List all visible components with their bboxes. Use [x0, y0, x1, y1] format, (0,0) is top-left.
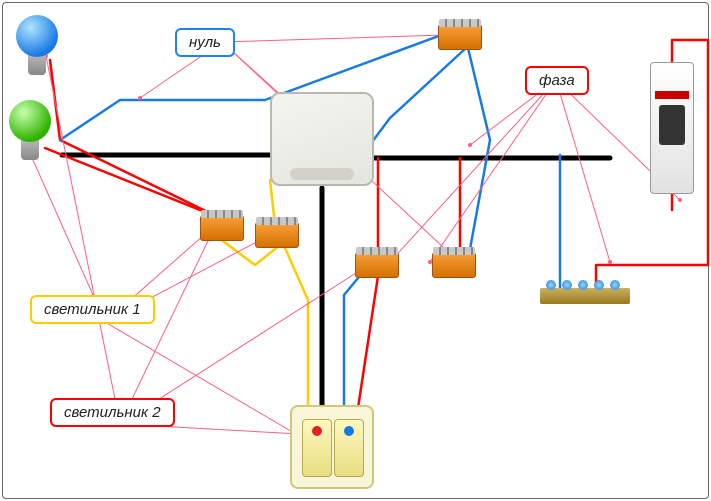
wago-connector — [255, 222, 299, 248]
label-null: нуль — [175, 28, 235, 57]
wago-connector — [432, 252, 476, 278]
wago-connector — [438, 24, 482, 50]
junction-box — [270, 92, 374, 186]
double-switch[interactable] — [290, 405, 374, 489]
neutral-busbar — [540, 288, 630, 304]
bulb-blue — [12, 15, 62, 87]
label-lamp2: светильник 2 — [50, 398, 175, 427]
bulb-green — [5, 100, 55, 172]
circuit-breaker[interactable] — [650, 62, 694, 194]
label-lamp1: светильник 1 — [30, 295, 155, 324]
wago-connector — [355, 252, 399, 278]
label-phase: фаза — [525, 66, 589, 95]
wago-connector — [200, 215, 244, 241]
